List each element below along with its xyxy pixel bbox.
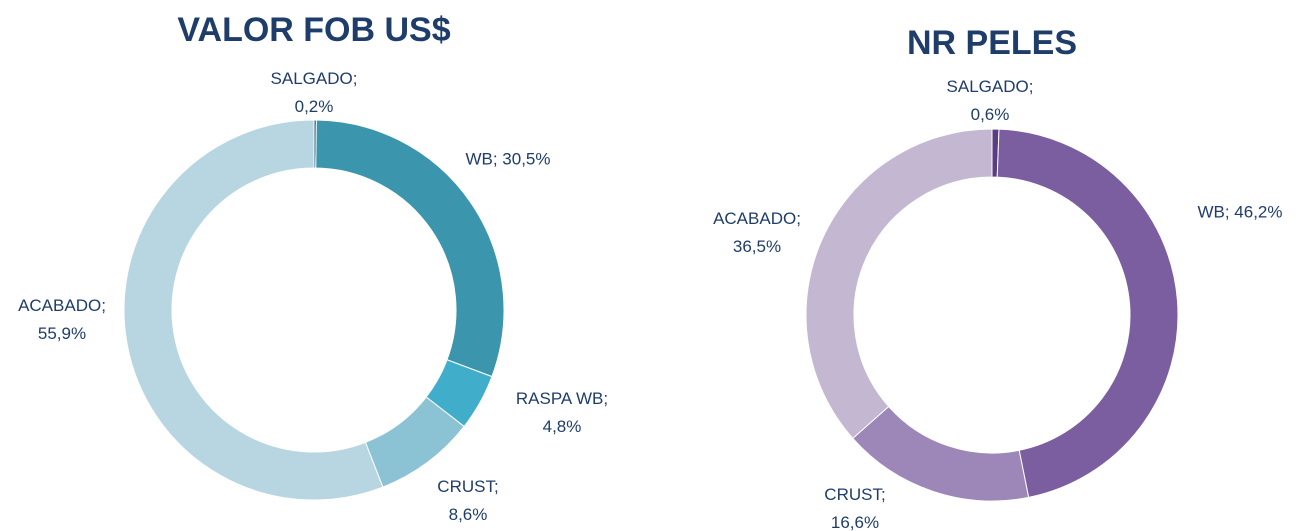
- donut-slice: [123, 119, 384, 501]
- data-label: SALGADO; 0,6%: [947, 77, 1034, 124]
- data-label-line: 0,2%: [295, 97, 334, 116]
- data-label: WB; 30,5%: [465, 149, 550, 168]
- data-label-line: ACABADO;: [18, 296, 106, 315]
- data-label: RASPA WB; 4,8%: [516, 389, 608, 436]
- data-label-line: 8,6%: [449, 505, 488, 524]
- data-label: CRUST; 16,6%: [824, 485, 885, 531]
- chart-title: NR PELES: [907, 24, 1077, 62]
- data-label-line: CRUST;: [824, 485, 885, 504]
- data-label: ACABADO; 36,5%: [713, 209, 801, 256]
- data-label-line: 36,5%: [733, 237, 781, 256]
- data-label-line: ACABADO;: [713, 209, 801, 228]
- donut-slice: [805, 128, 993, 440]
- data-label-line: CRUST;: [437, 477, 498, 496]
- data-label-line: 55,9%: [38, 324, 86, 343]
- data-label: ACABADO; 55,9%: [18, 296, 106, 343]
- data-label: CRUST; 8,6%: [437, 477, 498, 524]
- data-label: SALGADO; 0,2%: [271, 69, 358, 116]
- data-label: WB; 46,2%: [1197, 202, 1282, 221]
- data-label-line: RASPA WB;: [516, 389, 608, 408]
- data-label-line: SALGADO;: [271, 69, 358, 88]
- data-label-line: SALGADO;: [947, 77, 1034, 96]
- chart-title: VALOR FOB US$: [177, 11, 450, 49]
- donut-slice: [996, 128, 1179, 498]
- data-label-line: 0,6%: [971, 105, 1010, 124]
- data-label-line: 4,8%: [543, 417, 582, 436]
- data-label-line: 16,6%: [831, 513, 879, 531]
